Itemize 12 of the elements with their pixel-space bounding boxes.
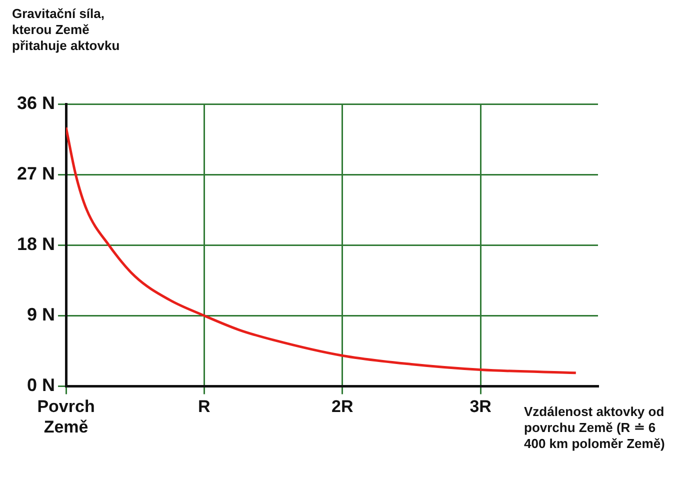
x-tick-label: Povrch Země (37, 397, 95, 436)
line-series (66, 126, 578, 374)
y-axis-title: Gravitační síla, kterou Země přitahuje aktovku (12, 6, 121, 54)
y-tick-label: 27 N (16, 164, 56, 184)
y-tick-label: 9 N (27, 304, 56, 325)
y-tick-label: 36 N (16, 92, 56, 113)
y-tick-label: 0 N (27, 375, 56, 396)
x-tick-label: R (198, 397, 210, 416)
x-tick-label: 2R (332, 397, 354, 416)
y-tick-label: 18 N (16, 234, 56, 254)
x-tick-label: 3R (470, 397, 492, 416)
x-axis-title: Vzdálenost aktovky od povrchu Země (R ≐ 6 400 km poloměr Země) (524, 404, 666, 452)
